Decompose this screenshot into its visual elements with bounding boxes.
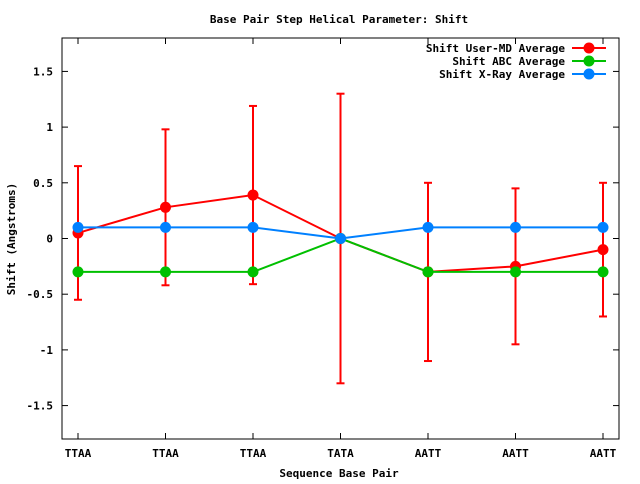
data-point — [72, 221, 84, 233]
data-point — [422, 266, 434, 278]
y-tick-label: -1.5 — [27, 400, 54, 413]
data-point — [597, 221, 609, 233]
data-point — [72, 266, 84, 278]
data-point — [160, 266, 171, 278]
x-tick-label: TATA — [327, 447, 354, 460]
legend-marker — [583, 55, 595, 67]
data-point — [335, 233, 346, 244]
y-axis-label: Shift (Angstroms) — [5, 183, 18, 296]
x-tick-label: AATT — [415, 447, 442, 460]
legend-label: Shift ABC Average — [452, 55, 565, 68]
y-tick-label: 1.5 — [33, 65, 53, 78]
data-point — [247, 189, 259, 201]
y-tick-label: 0 — [46, 233, 53, 246]
legend-label: Shift User-MD Average — [426, 42, 565, 55]
y-tick-label: 1 — [46, 121, 53, 134]
x-tick-label: TTAA — [240, 447, 267, 460]
y-tick-label: 0.5 — [33, 177, 53, 190]
data-point — [160, 201, 171, 213]
legend-label: Shift X-Ray Average — [439, 68, 565, 81]
data-point — [597, 244, 609, 256]
data-point — [247, 266, 259, 278]
series-layer — [72, 189, 609, 278]
axis-ticks-layer: -1.5 -1 -0.5 0 0.5 1 1.5 TTAA TTAA TTAA TATA AATT AA… — [27, 38, 619, 460]
chart-title: Base Pair Step Helical Parameter: Shift — [210, 13, 468, 26]
data-point — [422, 221, 434, 233]
x-axis-label: Sequence Base Pair — [279, 467, 399, 480]
legend-marker — [583, 42, 595, 54]
data-point — [160, 221, 171, 233]
data-point — [247, 221, 259, 233]
x-tick-label: TTAA — [65, 447, 92, 460]
x-tick-label: TTAA — [152, 447, 179, 460]
legend-marker — [583, 68, 595, 80]
x-tick-label: AATT — [502, 447, 529, 460]
data-point — [597, 266, 609, 278]
data-point — [510, 266, 521, 278]
y-tick-label: -1 — [40, 344, 54, 357]
x-tick-label: AATT — [590, 447, 617, 460]
y-tick-label: -0.5 — [27, 288, 54, 301]
data-point — [510, 221, 521, 233]
